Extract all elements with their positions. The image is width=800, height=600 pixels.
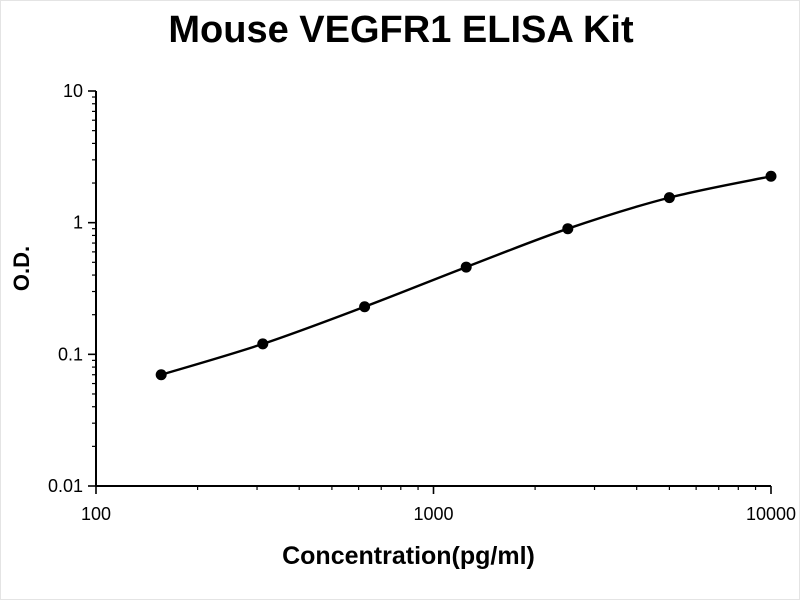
data-point-marker [562,223,574,235]
chart-title: Mouse VEGFR1 ELISA Kit [168,9,634,51]
y-tick-label: 0.1 [58,344,83,364]
y-axis-title: O.D. [9,246,34,291]
data-point-marker [765,170,777,182]
standard-curve-chart: 0.01 0.1 1 10 100 1000 10000 O.D. Concentration(… [9,81,796,570]
y-tick-label: 0.01 [48,476,83,496]
data-point-marker [359,301,371,313]
x-tick-label: 1000 [413,504,453,524]
standard-curve-line [160,175,772,376]
data-point-marker [155,369,167,381]
data-point-marker [663,192,675,204]
x-axis-title: Concentration(pg/ml) [282,542,535,570]
x-tick-label: 100 [81,504,111,524]
data-point-marker [460,261,472,273]
data-point-marker [257,338,269,350]
y-tick-label: 10 [63,81,83,101]
y-tick-label: 1 [73,213,83,233]
x-tick-label: 10000 [746,504,796,524]
